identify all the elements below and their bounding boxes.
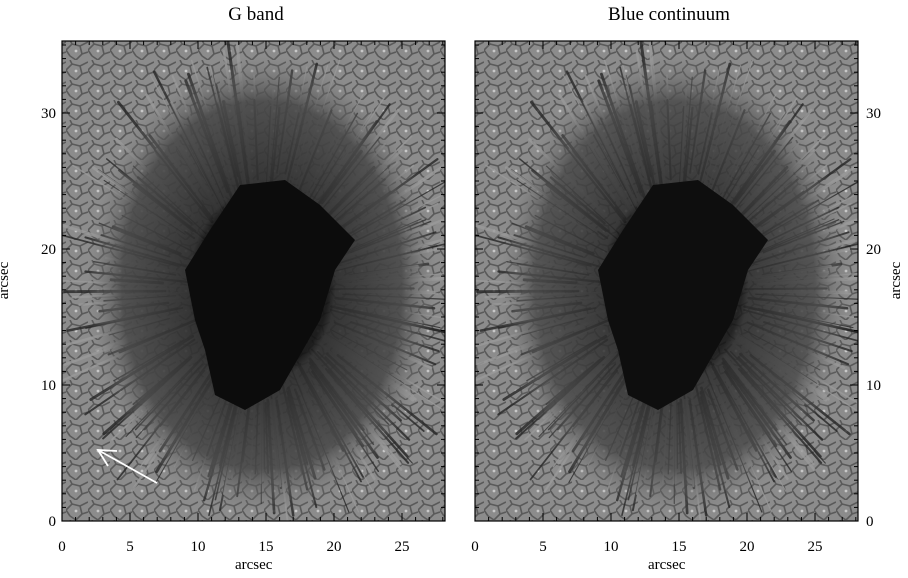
y-tick-label-right-30: 30 xyxy=(866,106,881,122)
x-tick-label-20: 20 xyxy=(740,539,755,555)
g-band-image xyxy=(62,41,445,521)
x-tick-label-0: 0 xyxy=(58,539,66,555)
y-tick-label-right-0: 0 xyxy=(866,514,874,530)
y-tick-label-left-20: 20 xyxy=(41,242,56,258)
y-tick-label-left-30: 30 xyxy=(41,106,56,122)
y-tick-label-left-10: 10 xyxy=(41,378,56,394)
xlabel-right: arcsec xyxy=(648,557,686,573)
panel-title-left: G band xyxy=(228,4,284,25)
x-tick-label-5: 5 xyxy=(539,539,547,555)
x-tick-label-10: 10 xyxy=(191,539,206,555)
frame-right xyxy=(474,40,859,522)
y-tick-label-right-10: 10 xyxy=(866,378,881,394)
xlabel-left: arcsec xyxy=(235,557,273,573)
x-tick-label-20: 20 xyxy=(327,539,342,555)
x-tick-label-15: 15 xyxy=(672,539,687,555)
x-tick-label-0: 0 xyxy=(471,539,479,555)
y-tick-label-left-0: 0 xyxy=(49,514,57,530)
x-tick-label-10: 10 xyxy=(604,539,619,555)
x-tick-label-25: 25 xyxy=(808,539,823,555)
x-tick-label-5: 5 xyxy=(126,539,134,555)
arrow-icon xyxy=(96,449,158,484)
tick-labels: 0 5 10 15 20 25 0 10 20 30 0 5 10 15 20 25 0 10 20 30 xyxy=(41,106,881,555)
y-tick-label-right-20: 20 xyxy=(866,242,881,258)
blue-continuum-image xyxy=(475,41,858,521)
frame-left xyxy=(61,40,446,522)
axis-ticks xyxy=(61,41,858,522)
panel-title-right: Blue continuum xyxy=(608,4,730,25)
x-tick-label-25: 25 xyxy=(395,539,410,555)
x-tick-label-15: 15 xyxy=(259,539,274,555)
